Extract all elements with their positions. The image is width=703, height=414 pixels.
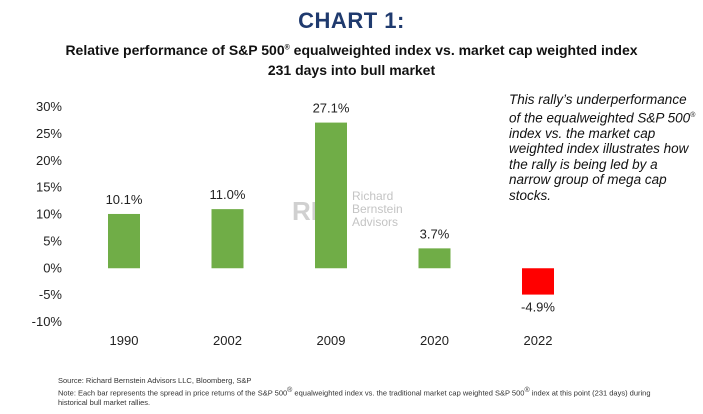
- chart-heading: CHART 1:: [298, 8, 405, 33]
- y-tick-label: 25%: [36, 126, 62, 141]
- x-tick-label: 2022: [524, 333, 553, 348]
- data-label-1990: 10.1%: [106, 192, 143, 207]
- y-tick-label: 15%: [36, 180, 62, 195]
- bar-2020: [418, 248, 451, 269]
- footnote-source: Source: Richard Bernstein Advisors LLC, …: [58, 376, 252, 385]
- x-tick-label: 1990: [110, 333, 139, 348]
- data-label-2009: 27.1%: [313, 101, 350, 116]
- data-label-2022: -4.9%: [521, 300, 555, 315]
- x-tick-label: 2020: [420, 333, 449, 348]
- y-tick-label: 30%: [36, 99, 62, 114]
- watermark-text: Richard Bernstein Advisors: [352, 189, 403, 229]
- x-tick-label: 2009: [317, 333, 346, 348]
- y-tick-label: 10%: [36, 207, 62, 222]
- data-label-2020: 3.7%: [420, 226, 450, 241]
- y-axis: 30% 25% 20% 15% 10% 5% 0% -5% -10%: [32, 99, 63, 329]
- bar-1990: [108, 213, 140, 269]
- chart-subtitle-line2: 231 days into bull market: [267, 62, 436, 78]
- x-axis: 1990 2002 2009 2020 2022: [110, 333, 553, 348]
- y-tick-label: 0%: [43, 260, 62, 275]
- x-tick-label: 2002: [213, 333, 242, 348]
- footnote-note: Note: Each bar represents the spread in …: [58, 387, 651, 407]
- bar-series: [108, 122, 554, 295]
- bar-2002: [211, 209, 244, 269]
- chart-annotation: This rally’s underperformance of the equ…: [509, 92, 696, 203]
- y-tick-label: -10%: [32, 314, 63, 329]
- bar-2022: [522, 268, 554, 295]
- chart-subtitle-line1: Relative performance of S&P 500® equalwe…: [65, 42, 638, 58]
- data-label-2002: 11.0%: [210, 187, 246, 202]
- y-tick-label: -5%: [39, 287, 63, 302]
- bar-2009: [315, 122, 347, 269]
- data-labels: 10.1% 11.0% 27.1% 3.7% -4.9%: [106, 101, 556, 315]
- y-tick-label: 5%: [43, 233, 62, 248]
- y-tick-label: 20%: [36, 153, 62, 168]
